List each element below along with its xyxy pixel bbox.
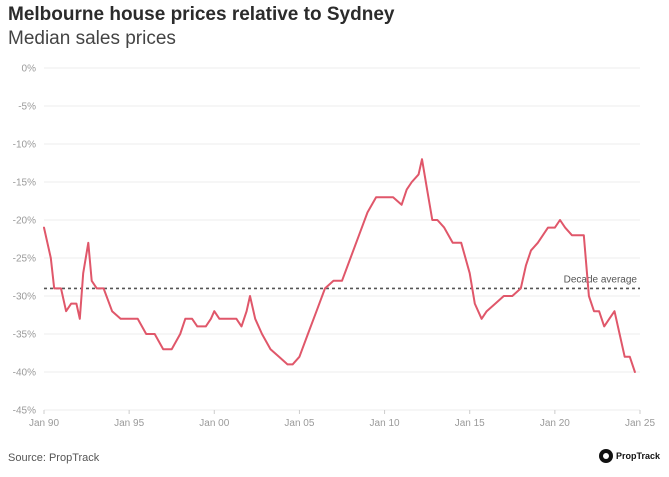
y-tick-label: -25% bbox=[13, 254, 36, 265]
y-tick-label: -10% bbox=[13, 140, 36, 151]
y-tick-label: -5% bbox=[18, 102, 36, 113]
y-tick-label: -45% bbox=[13, 406, 36, 417]
chart-series bbox=[43, 158, 636, 373]
chart-title: Melbourne house prices relative to Sydne… bbox=[8, 4, 395, 25]
x-tick-label: Jan 25 bbox=[625, 418, 655, 429]
y-axis-ticks: 0% -5% -10% -15% -20% -25% -30% -35% -40% -45% bbox=[13, 64, 36, 417]
y-tick-label: -40% bbox=[13, 368, 36, 379]
y-tick-label: -15% bbox=[13, 178, 36, 189]
proptrack-logo: PropTrack bbox=[599, 449, 660, 463]
chart-grid bbox=[44, 67, 640, 411]
x-tick-label: Jan 95 bbox=[114, 418, 144, 429]
source-note: Source: PropTrack bbox=[8, 452, 100, 464]
reference-line-label: Decade average bbox=[564, 274, 638, 285]
x-tick-label: Jan 20 bbox=[540, 418, 570, 429]
x-tick-label: Jan 15 bbox=[455, 418, 485, 429]
y-tick-label: 0% bbox=[22, 64, 37, 75]
decade-average-line: Decade average bbox=[44, 274, 640, 290]
y-tick-label: -20% bbox=[13, 216, 36, 227]
y-tick-label: -35% bbox=[13, 330, 36, 341]
x-tick-label: Jan 05 bbox=[284, 418, 314, 429]
y-tick-label: -30% bbox=[13, 292, 36, 303]
series-line bbox=[43, 158, 636, 373]
x-tick-label: Jan 00 bbox=[199, 418, 229, 429]
x-axis-ticks: Jan 90 Jan 95 Jan 00 Jan 05 Jan 10 Jan 15 Jan … bbox=[29, 410, 655, 429]
chart-subtitle: Median sales prices bbox=[8, 28, 176, 49]
proptrack-logo-icon bbox=[599, 449, 613, 463]
x-tick-label: Jan 90 bbox=[29, 418, 59, 429]
proptrack-logo-text: PropTrack bbox=[616, 451, 661, 461]
x-tick-label: Jan 10 bbox=[370, 418, 400, 429]
